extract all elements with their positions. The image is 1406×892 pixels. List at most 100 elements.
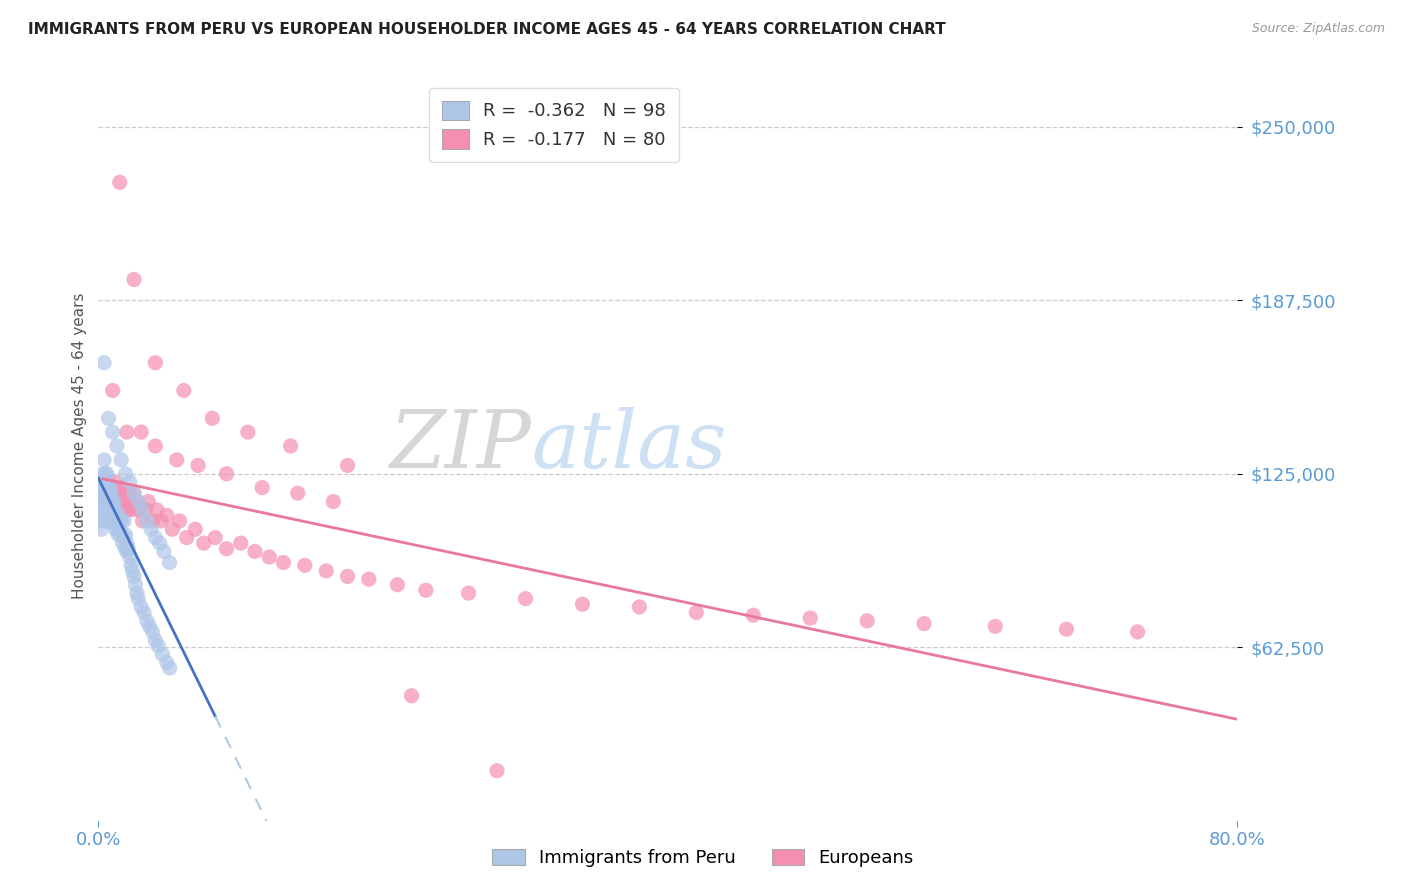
Point [108, 514, 131, 528]
Point [166, 453, 188, 467]
Point [103, 494, 125, 508]
Point [1126, 624, 1149, 639]
Point [93, 494, 115, 508]
Point [101, 486, 124, 500]
Point [91, 467, 114, 481]
Point [114, 528, 136, 542]
Point [187, 458, 209, 473]
Point [93, 453, 115, 467]
Point [103, 494, 125, 508]
Point [94, 514, 117, 528]
Point [173, 384, 195, 398]
Point [108, 486, 131, 500]
Point [110, 514, 132, 528]
Point [125, 494, 148, 508]
Point [799, 611, 821, 625]
Point [100, 494, 122, 508]
Point [98, 514, 121, 528]
Point [94, 481, 117, 495]
Point [107, 494, 129, 508]
Point [229, 536, 252, 550]
Point [122, 486, 145, 500]
Point [215, 541, 238, 556]
Point [90, 503, 112, 517]
Point [135, 614, 157, 628]
Point [97, 481, 120, 495]
Point [148, 639, 170, 653]
Point [315, 564, 337, 578]
Point [93, 514, 115, 528]
Point [100, 503, 122, 517]
Point [104, 522, 127, 536]
Point [984, 619, 1007, 633]
Point [107, 514, 129, 528]
Point [685, 606, 707, 620]
Point [357, 572, 380, 586]
Legend: Immigrants from Peru, Europeans: Immigrants from Peru, Europeans [485, 841, 921, 874]
Point [131, 514, 153, 528]
Point [259, 549, 281, 564]
Point [90, 522, 112, 536]
Point [104, 503, 127, 517]
Point [127, 494, 149, 508]
Point [159, 556, 181, 570]
Point [628, 599, 651, 614]
Point [97, 411, 120, 425]
Point [145, 633, 167, 648]
Point [107, 508, 129, 523]
Point [101, 508, 124, 523]
Point [415, 583, 437, 598]
Point [104, 475, 127, 489]
Point [571, 597, 593, 611]
Point [96, 467, 118, 481]
Point [215, 467, 238, 481]
Legend: R =  -0.362   N = 98, R =  -0.177   N = 80: R = -0.362 N = 98, R = -0.177 N = 80 [429, 88, 679, 162]
Point [89, 486, 111, 500]
Point [322, 494, 344, 508]
Point [120, 558, 142, 573]
Point [96, 486, 118, 500]
Point [101, 425, 124, 439]
Point [101, 384, 124, 398]
Point [112, 531, 135, 545]
Y-axis label: Householder Income Ages 45 - 64 years: Householder Income Ages 45 - 64 years [72, 293, 87, 599]
Point [153, 544, 176, 558]
Point [91, 494, 114, 508]
Point [94, 494, 117, 508]
Point [135, 514, 157, 528]
Point [117, 503, 139, 517]
Point [97, 514, 120, 528]
Point [128, 503, 150, 517]
Point [243, 544, 266, 558]
Point [149, 536, 172, 550]
Point [742, 608, 765, 623]
Point [145, 531, 167, 545]
Point [93, 356, 115, 370]
Point [107, 528, 129, 542]
Point [294, 558, 316, 573]
Point [121, 503, 143, 517]
Point [105, 486, 128, 500]
Point [136, 494, 159, 508]
Point [138, 619, 160, 633]
Point [114, 503, 136, 517]
Point [1056, 622, 1078, 636]
Point [401, 689, 423, 703]
Point [287, 486, 309, 500]
Point [204, 531, 226, 545]
Point [159, 661, 181, 675]
Point [201, 411, 224, 425]
Point [104, 508, 127, 523]
Point [111, 536, 134, 550]
Point [141, 624, 163, 639]
Point [118, 549, 141, 564]
Point [96, 486, 118, 500]
Point [176, 531, 198, 545]
Point [150, 514, 173, 528]
Point [124, 578, 146, 592]
Point [156, 508, 179, 523]
Point [108, 175, 131, 189]
Point [139, 522, 162, 536]
Point [145, 439, 167, 453]
Point [912, 616, 935, 631]
